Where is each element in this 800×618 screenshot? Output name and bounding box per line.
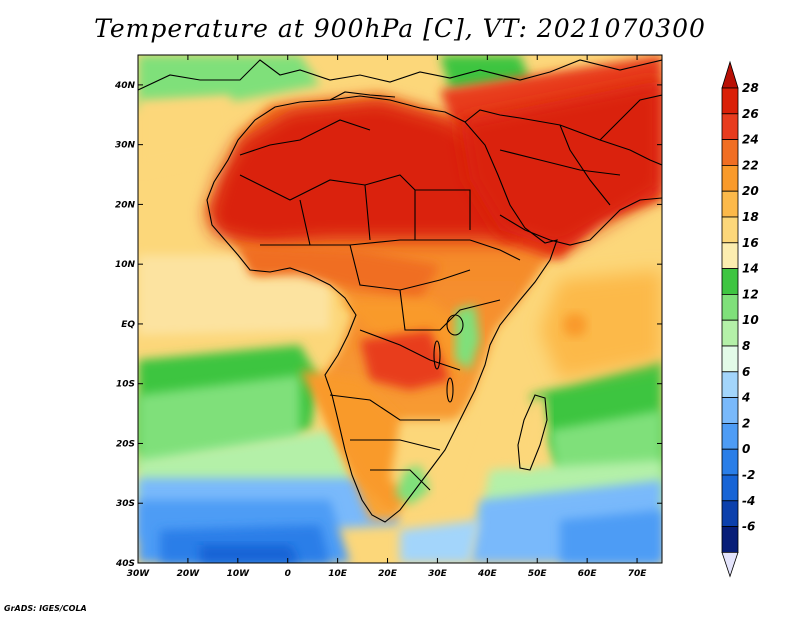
lat-tick-label: 10N — [115, 260, 136, 270]
colorbar-swatch — [721, 139, 739, 166]
colorbar-swatch — [721, 319, 739, 347]
colorbar-swatch — [721, 242, 739, 270]
colorbar-label: 0 — [742, 442, 750, 456]
colorbar-swatch — [721, 500, 739, 527]
colorbar-label: 2 — [742, 416, 750, 430]
lon-tick-label: 20E — [378, 569, 398, 579]
colorbar-swatch — [721, 397, 739, 424]
colorbar-arrow-bottom — [721, 552, 739, 578]
lat-tick-label: 30N — [115, 141, 136, 151]
colorbar-swatch — [721, 422, 739, 450]
colorbar-swatch — [721, 345, 739, 373]
colorbar-label: 18 — [742, 210, 759, 224]
lat-tick-label: 40N — [114, 81, 136, 91]
lon-tick-label: 30W — [127, 569, 151, 579]
colorbar-label: 6 — [742, 365, 750, 379]
colorbar-swatch — [721, 164, 739, 192]
colorbar-arrow-top — [721, 60, 739, 89]
lon-tick-label: 40E — [477, 569, 498, 579]
lat-tick-label: 20N — [115, 200, 136, 210]
colorbar-label: -6 — [742, 520, 755, 534]
colorbar-swatch — [721, 216, 739, 244]
lat-tick-label: 20S — [116, 439, 135, 449]
colorbar-swatch — [721, 268, 739, 295]
coastlines — [138, 59, 662, 523]
lat-tick-label: 30S — [116, 499, 135, 509]
colorbar-swatch — [721, 87, 739, 115]
colorbar-swatch — [721, 526, 739, 553]
colorbar-swatch — [721, 448, 739, 476]
colorbar-label: 24 — [742, 133, 759, 147]
map-frame — [137, 54, 663, 564]
colorbar-swatch — [721, 474, 739, 502]
colorbar-swatch — [721, 293, 739, 321]
colorbar-label: 22 — [742, 158, 759, 172]
colorbar-label: -2 — [742, 468, 755, 482]
lon-tick-label: 70E — [628, 569, 648, 579]
lat-tick-label: 10S — [116, 380, 135, 390]
colorbar-label: 8 — [742, 339, 750, 353]
colorbar-label: 20 — [742, 184, 759, 198]
lon-tick-label: 20W — [177, 569, 201, 579]
grads-credit: GrADS: IGES/COLA — [4, 604, 87, 613]
colorbar-label: 12 — [742, 287, 759, 301]
lon-tick-label: 60E — [578, 569, 598, 579]
colorbar-swatch — [721, 190, 739, 218]
colorbar-label: 26 — [742, 107, 759, 121]
map-title: Temperature at 900hPa [C], VT: 202107030… — [94, 14, 706, 43]
colorbar-label: 28 — [742, 81, 759, 95]
colorbar-label: -4 — [742, 494, 755, 508]
lon-tick-label: 30E — [428, 569, 448, 579]
colorbar-label: 10 — [742, 313, 759, 327]
lon-tick-label: 10W — [227, 569, 251, 579]
colorbar-label: 16 — [742, 236, 759, 250]
colorbar-swatch — [721, 371, 739, 398]
lat-tick-label: EQ — [121, 320, 135, 330]
colorbar-swatch — [721, 113, 739, 141]
temperature-field — [138, 55, 662, 563]
lon-tick-label: 50E — [528, 569, 548, 579]
lat-tick-label: 40S — [115, 559, 135, 569]
colorbar-label: 4 — [741, 391, 750, 405]
lon-tick-label: 10E — [328, 569, 348, 579]
lon-tick-label: 0 — [285, 569, 291, 579]
colorbar-label: 14 — [742, 262, 759, 276]
